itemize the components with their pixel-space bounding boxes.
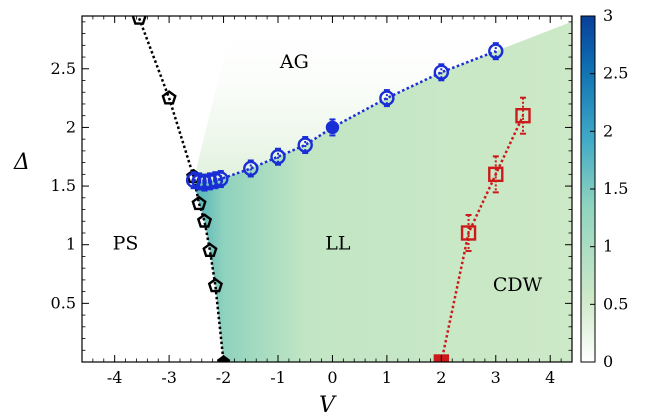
axes: -4 -3 -2 -1 0 1 2 3 4 0.5 1 1.5 2 2.5 — [51, 15, 573, 387]
x-tick-label: -3 — [161, 368, 177, 387]
data-point — [379, 90, 395, 106]
colorbar-tick-label: 3 — [603, 6, 613, 25]
plot-frame — [81, 15, 573, 363]
region-label: AG — [279, 51, 309, 73]
y-tick-label: 0.5 — [51, 293, 76, 312]
colorbar-tick-label: 1.5 — [603, 179, 628, 198]
region-label: PS — [113, 233, 139, 255]
x-tick-label: 0 — [327, 368, 337, 387]
colorbar: 0 0.5 1 1.5 2 2.5 3 — [580, 6, 628, 371]
x-tick-label: -4 — [107, 368, 123, 387]
colorbar-tick-label: 1 — [603, 237, 613, 256]
data-point — [191, 195, 207, 211]
data-point — [325, 120, 340, 135]
heatmap-liquid-region — [193, 21, 572, 362]
data-point — [161, 90, 177, 105]
y-tick-label: 1 — [66, 235, 76, 254]
heatmap — [193, 16, 572, 362]
data-point — [131, 16, 147, 25]
data-point — [515, 107, 531, 124]
region-label: LL — [325, 233, 351, 255]
data-point — [297, 137, 313, 153]
y-tick-label: 1.5 — [51, 176, 76, 195]
colorbar-tick-label: 2 — [603, 121, 613, 140]
x-tick-label: 4 — [545, 368, 555, 387]
x-tick-label: -2 — [216, 368, 232, 387]
data-point — [213, 171, 229, 187]
x-tick-label: -1 — [270, 368, 286, 387]
colorbar-tick-label: 0 — [603, 352, 613, 371]
x-tick-label: 2 — [436, 368, 446, 387]
data-point — [202, 242, 218, 258]
y-tick-label: 2 — [66, 117, 76, 136]
data-point — [243, 160, 259, 177]
data-point — [488, 43, 504, 59]
data-point — [196, 213, 213, 228]
region-label: CDW — [493, 274, 543, 296]
data-point — [488, 166, 504, 183]
data-point — [433, 64, 450, 80]
series-line — [440, 115, 525, 362]
data-point — [460, 225, 477, 241]
x-tick-label: 1 — [382, 368, 392, 387]
y-axis-title: Δ — [13, 150, 30, 175]
series-group — [185, 42, 504, 192]
colorbar-tick-label: 0.5 — [603, 294, 628, 313]
data-point — [207, 277, 223, 293]
x-axis-title: V — [319, 393, 337, 418]
colorbar-tick-label: 2.5 — [603, 64, 628, 83]
region-labels: AG PS LL CDW — [113, 51, 543, 296]
y-tick-label: 2.5 — [51, 59, 76, 78]
x-tick-label: 3 — [491, 368, 501, 387]
data-point — [270, 149, 286, 165]
